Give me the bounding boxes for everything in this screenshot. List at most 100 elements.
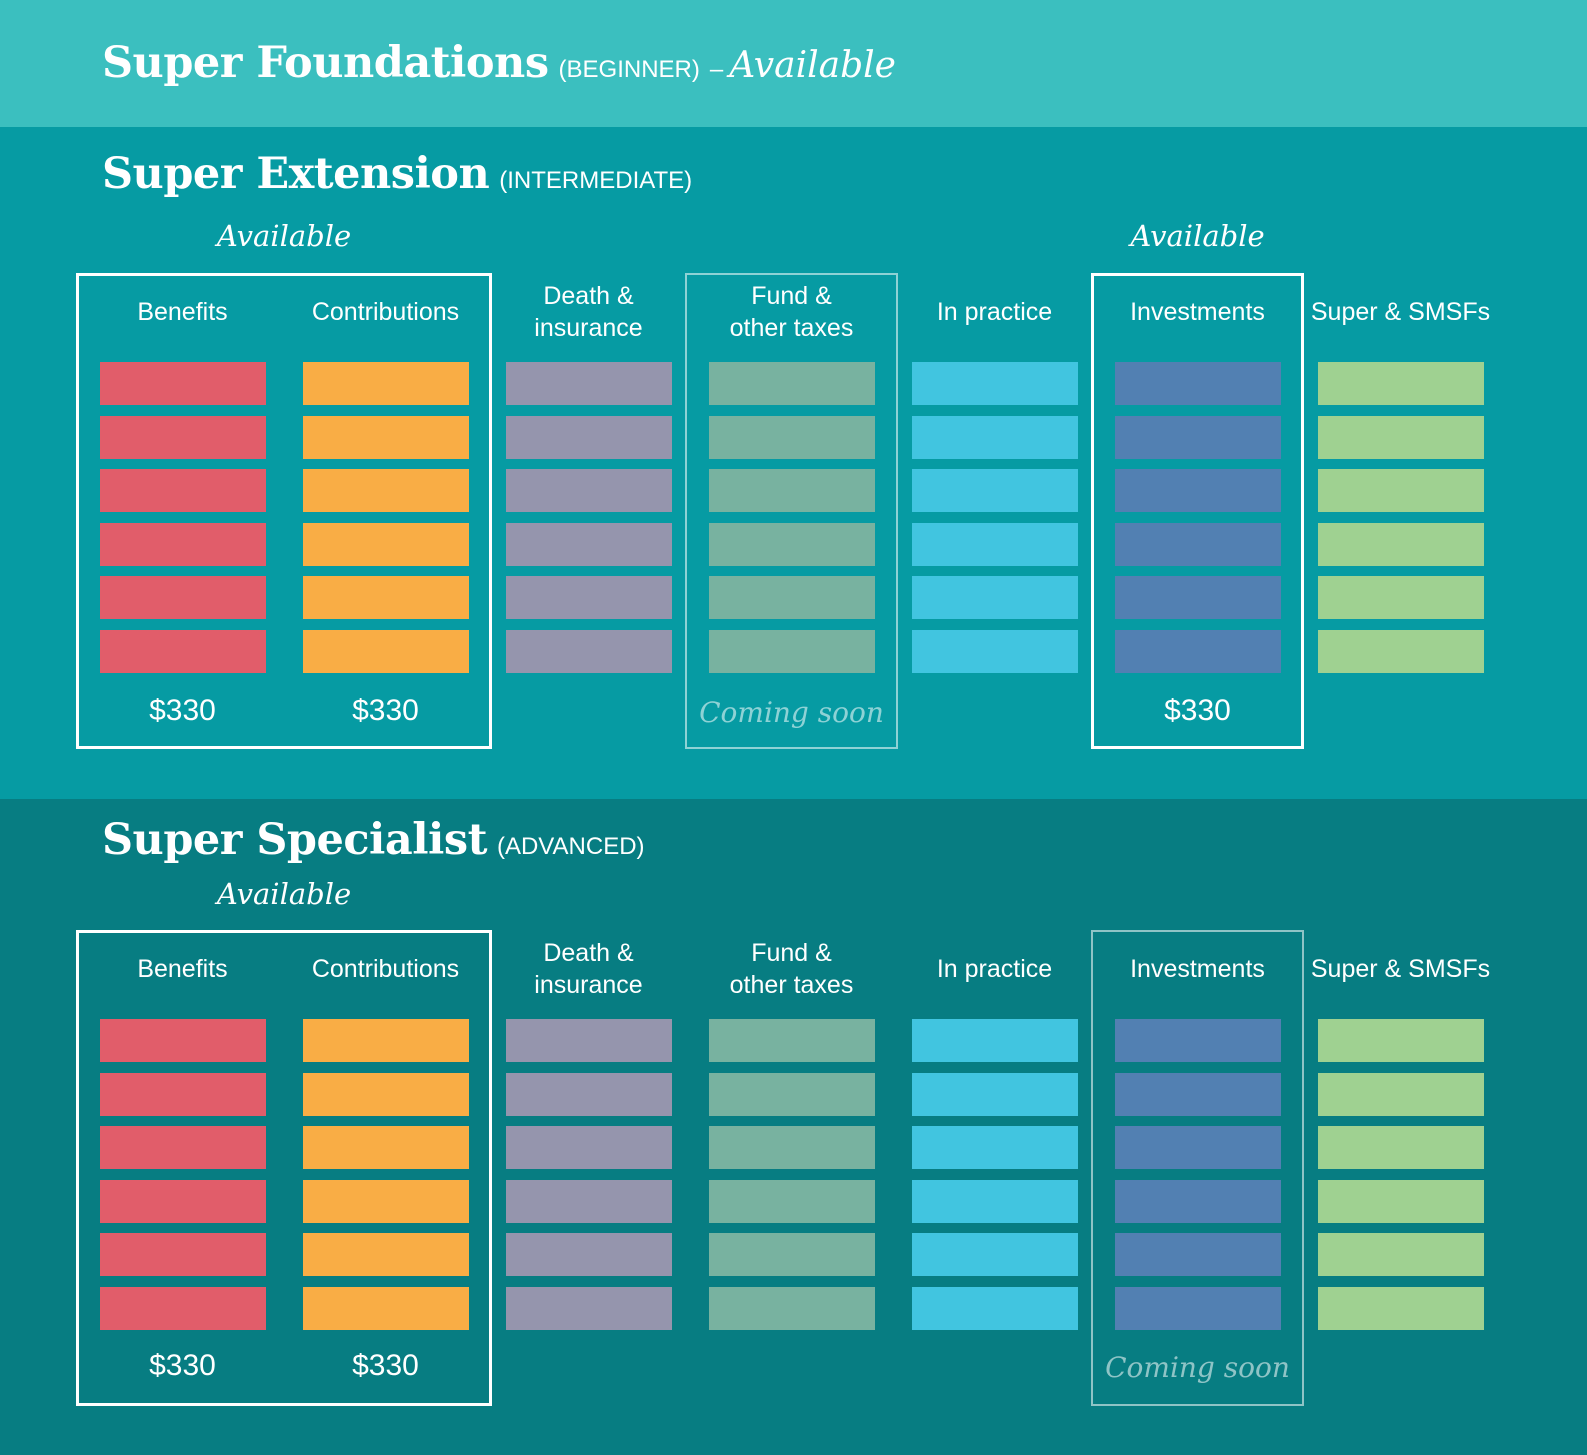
extension-module-bar-fund-and-other-taxes [709,629,875,673]
extension-module-bar-benefits [100,576,266,619]
specialist-module-bar-investments [1115,1286,1281,1330]
extension-column-title-in-practice: In practice [936,298,1053,326]
specialist-module-bar-death-and-insurance [506,1179,672,1223]
extension-module-bar-benefits [100,415,266,459]
extension-price-contributions: $330 [352,694,419,727]
specialist-available-label: Available [216,877,352,911]
specialist-price-contributions: $330 [352,1349,419,1382]
specialist-module-bar-fund-and-other-taxes [709,1286,875,1330]
specialist-module-bar-contributions [303,1286,469,1330]
specialist-module-bar-contributions [303,1072,469,1116]
extension-module-bar-super-and-smsfs [1318,415,1484,459]
specialist-module-bar-in-practice [912,1019,1078,1062]
foundations-band: Super Foundations (BEGINNER) – Available [0,0,1587,127]
extension-module-bar-contributions [303,576,469,619]
extension-course-frame [76,273,492,749]
extension-module-bar-super-and-smsfs [1318,469,1484,512]
specialist-column-title-in-practice: In practice [936,955,1053,983]
extension-heading: Super Extension (INTERMEDIATE) [102,149,692,199]
extension-module-bar-super-and-smsfs [1318,629,1484,673]
extension-column-title-fund-and-other-taxes: Fund & other taxes [729,282,854,342]
extension-module-bar-in-practice [912,576,1078,619]
specialist-module-bar-benefits [100,1179,266,1223]
specialist-module-bar-benefits [100,1072,266,1116]
specialist-module-bar-in-practice [912,1179,1078,1223]
extension-module-bar-death-and-insurance [506,362,672,405]
extension-column-title-death-and-insurance: Death & insurance [534,282,643,342]
foundations-title: Super Foundations [102,38,549,88]
extension-module-bar-contributions [303,629,469,673]
specialist-module-bar-in-practice [912,1233,1078,1276]
extension-module-bar-benefits [100,629,266,673]
specialist-band: Super Specialist (ADVANCED) Available Bene… [0,799,1587,1455]
extension-price-investments: $330 [1164,694,1231,727]
specialist-course-frame [1091,930,1304,1406]
specialist-module-bar-contributions [303,1126,469,1169]
extension-module-bar-death-and-insurance [506,629,672,673]
extension-module-bar-benefits [100,522,266,566]
extension-module-bar-fund-and-other-taxes [709,576,875,619]
specialist-coming-soon-investments: Coming soon [1105,1351,1290,1384]
specialist-column-title-death-and-insurance: Death & insurance [534,939,643,999]
extension-module-bar-investments [1115,469,1281,512]
specialist-column-title-contributions: Contributions [311,955,460,983]
extension-module-bar-death-and-insurance [506,469,672,512]
specialist-module-bar-benefits [100,1286,266,1330]
specialist-module-bar-benefits [100,1233,266,1276]
specialist-module-bar-death-and-insurance [506,1126,672,1169]
specialist-module-bar-fund-and-other-taxes [709,1019,875,1062]
specialist-module-bar-super-and-smsfs [1318,1072,1484,1116]
extension-module-bar-super-and-smsfs [1318,576,1484,619]
extension-module-bar-investments [1115,522,1281,566]
extension-module-bar-super-and-smsfs [1318,362,1484,405]
specialist-module-bar-contributions [303,1233,469,1276]
extension-title: Super Extension [102,149,490,199]
extension-module-bar-fund-and-other-taxes [709,522,875,566]
specialist-module-bar-investments [1115,1019,1281,1062]
specialist-column-title-super-and-smsfs: Super & SMSFs [1310,955,1491,983]
extension-module-bar-death-and-insurance [506,522,672,566]
extension-column-title-contributions: Contributions [311,298,460,326]
specialist-module-bar-benefits [100,1126,266,1169]
specialist-course-frame [76,930,492,1406]
specialist-module-bar-benefits [100,1019,266,1062]
specialist-module-bar-super-and-smsfs [1318,1019,1484,1062]
specialist-module-bar-fund-and-other-taxes [709,1072,875,1116]
specialist-module-bar-investments [1115,1233,1281,1276]
extension-module-bar-death-and-insurance [506,415,672,459]
extension-module-bar-contributions [303,415,469,459]
specialist-module-bar-in-practice [912,1072,1078,1116]
specialist-module-bar-contributions [303,1179,469,1223]
extension-module-bar-in-practice [912,362,1078,405]
extension-module-bar-contributions [303,469,469,512]
specialist-level: (ADVANCED) [496,833,645,860]
extension-module-bar-investments [1115,629,1281,673]
extension-column-title-benefits: Benefits [137,298,228,326]
extension-band: Super Extension (INTERMEDIATE) Available A… [0,127,1587,799]
foundations-separator: – [709,56,724,83]
extension-module-bar-super-and-smsfs [1318,522,1484,566]
extension-available-label: Available [216,219,352,253]
extension-coming-soon-fund-and-other-taxes: Coming soon [699,696,884,729]
specialist-module-bar-death-and-insurance [506,1286,672,1330]
specialist-module-bar-death-and-insurance [506,1233,672,1276]
extension-module-bar-contributions [303,522,469,566]
extension-module-bar-in-practice [912,629,1078,673]
specialist-column-title-fund-and-other-taxes: Fund & other taxes [729,939,854,999]
specialist-module-bar-investments [1115,1126,1281,1169]
foundations-status: Available [729,45,896,86]
specialist-column-title-benefits: Benefits [137,955,228,983]
extension-module-bar-fund-and-other-taxes [709,362,875,405]
extension-module-bar-fund-and-other-taxes [709,415,875,459]
specialist-title: Super Specialist [102,815,487,865]
extension-price-benefits: $330 [149,694,216,727]
extension-module-bar-benefits [100,469,266,512]
specialist-module-bar-in-practice [912,1286,1078,1330]
extension-module-bar-death-and-insurance [506,576,672,619]
specialist-module-bar-contributions [303,1019,469,1062]
specialist-module-bar-in-practice [912,1126,1078,1169]
specialist-module-bar-death-and-insurance [506,1072,672,1116]
extension-level: (INTERMEDIATE) [499,167,693,194]
extension-module-bar-contributions [303,362,469,405]
specialist-module-bar-investments [1115,1179,1281,1223]
